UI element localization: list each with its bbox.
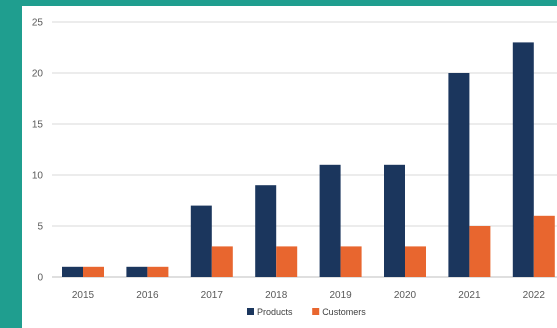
y-tick-label: 15 [32,120,44,131]
x-tick-label: 2016 [136,290,159,301]
y-tick-label: 10 [32,171,44,182]
x-tick-label: 2020 [394,290,417,301]
x-tick-label: 2017 [201,290,224,301]
legend-label-products: Products [257,307,293,317]
bar-products-2015 [62,266,83,277]
y-tick-label: 25 [32,18,44,29]
bars [62,42,555,278]
legend: Products Customers [247,307,366,317]
bar-products-2016 [126,266,148,277]
y-tick-label: 0 [37,273,43,284]
bar-customers-2017 [211,246,233,277]
x-tick-label: 2021 [458,290,481,301]
bar-customers-2018 [276,246,298,277]
bar-customers-2019 [340,246,362,277]
bar-products-2019 [319,164,341,277]
y-tick-label: 5 [37,222,43,233]
bar-customers-2016 [147,266,169,277]
x-tick-label: 2015 [72,290,95,301]
bar-products-2022 [512,42,534,278]
bar-customers-2020 [405,246,426,277]
bar-products-2021 [448,73,470,277]
x-tick-label: 2022 [523,290,546,301]
bar-customers-2022 [533,215,555,277]
y-tick-label: 20 [32,69,44,80]
bar-customers-2021 [469,226,491,277]
bar-products-2020 [384,164,405,277]
bar-customers-2015 [83,266,104,277]
legend-swatch-products [247,308,254,315]
x-tick-label: 2019 [329,290,352,301]
x-axis-ticks: 2015 2016 2017 2018 2019 2020 2021 2022 [72,290,545,301]
bar-products-2018 [255,185,277,277]
legend-label-customers: Customers [322,307,366,317]
legend-swatch-customers [312,308,320,315]
y-axis-ticks: 0 5 10 15 20 25 [32,18,44,284]
x-tick-label: 2018 [265,290,288,301]
bar-products-2017 [190,205,212,277]
